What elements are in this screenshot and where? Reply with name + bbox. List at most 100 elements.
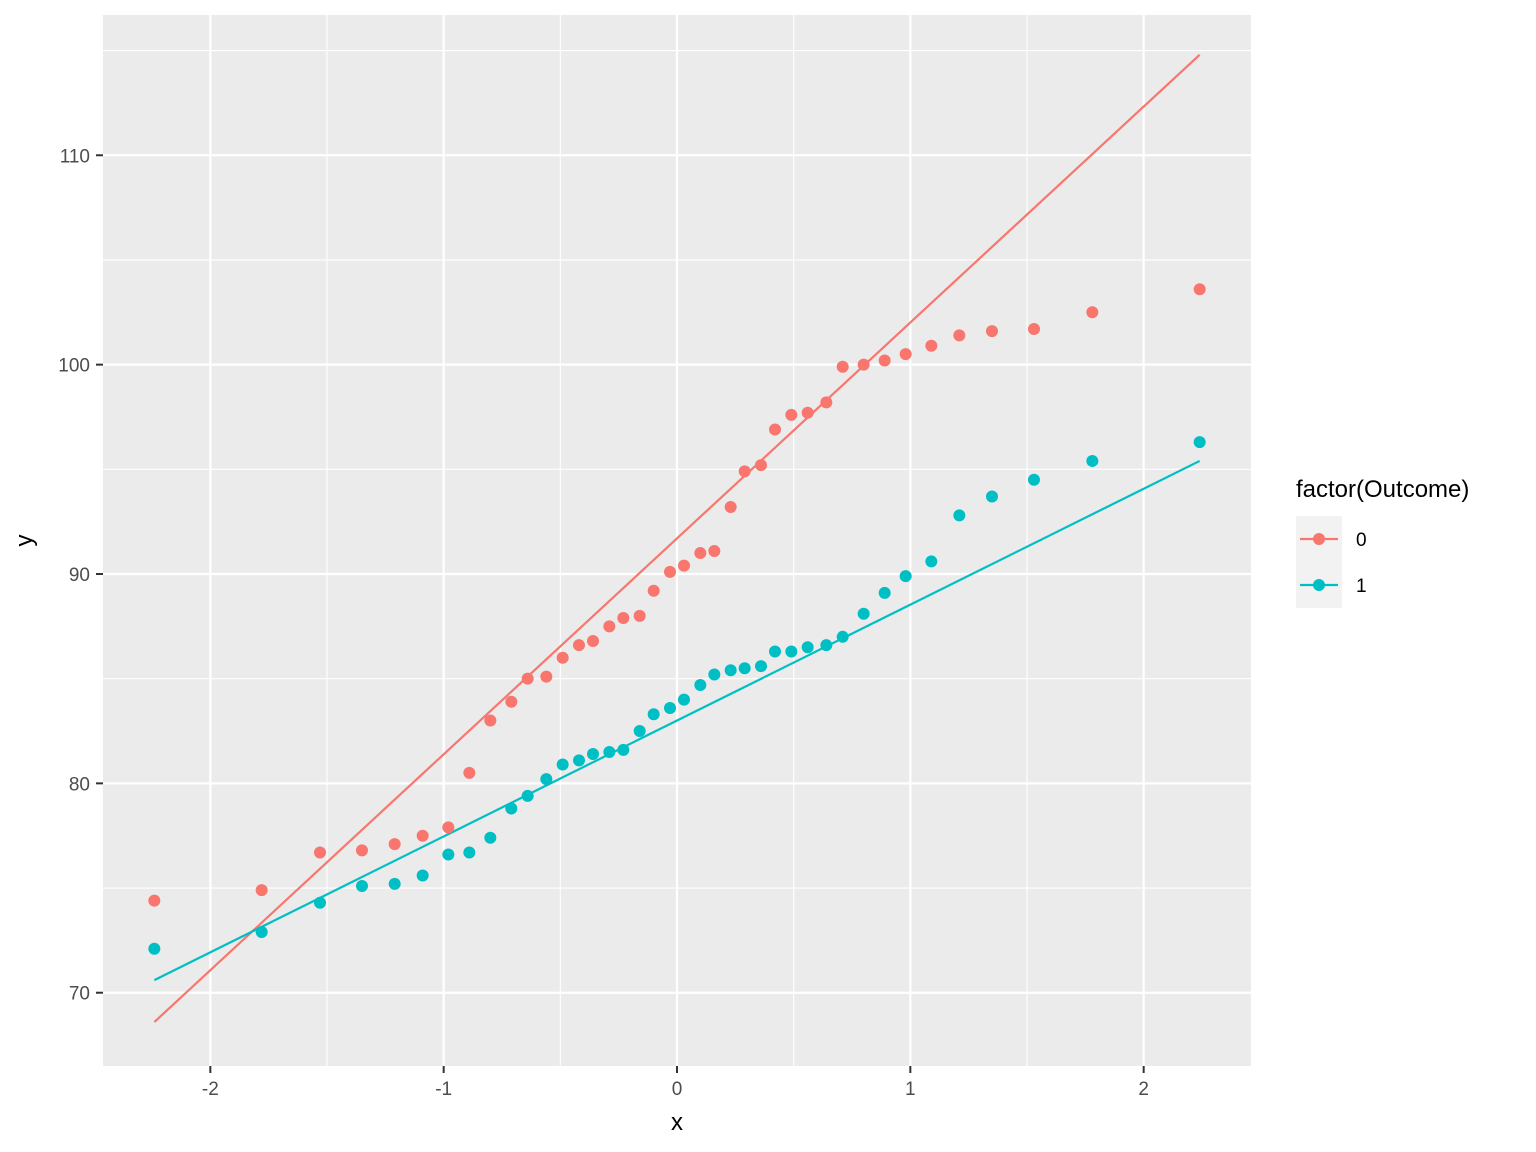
point-series-0 <box>925 339 938 352</box>
fit-line-series-0 <box>153 53 1201 1023</box>
point-series-0 <box>463 766 476 779</box>
point-series-0 <box>442 821 455 834</box>
legend: factor(Outcome) 01 <box>1296 476 1469 608</box>
point-series-1 <box>678 693 690 706</box>
point-series-1 <box>255 926 268 939</box>
point-series-0 <box>540 670 553 683</box>
point-series-0 <box>678 559 690 572</box>
point-series-0 <box>148 894 161 907</box>
x-tick-label: 1 <box>905 1079 916 1100</box>
point-series-1 <box>587 748 599 761</box>
legend-key-point-0 <box>1313 533 1325 545</box>
point-series-1 <box>556 758 569 771</box>
point-series-0 <box>633 609 646 622</box>
point-series-1 <box>986 490 998 503</box>
point-series-0 <box>769 423 781 436</box>
point-series-0 <box>694 547 707 560</box>
point-series-1 <box>540 773 553 786</box>
point-series-0 <box>356 844 368 857</box>
point-series-0 <box>857 358 870 371</box>
point-series-1 <box>603 745 616 758</box>
point-series-0 <box>755 459 767 472</box>
legend-entries: 01 <box>1296 516 1367 608</box>
point-series-0 <box>878 354 891 367</box>
x-tick-label: 2 <box>1138 1079 1149 1100</box>
point-series-1 <box>484 831 497 844</box>
y-tick-label: 90 <box>69 565 90 586</box>
point-series-1 <box>1028 473 1040 486</box>
point-series-0 <box>521 672 534 685</box>
point-series-1 <box>647 708 660 721</box>
point-series-0 <box>1028 323 1040 336</box>
point-series-1 <box>521 789 534 802</box>
point-series-1 <box>388 877 401 890</box>
data-points <box>148 283 1206 955</box>
y-tick-label: 80 <box>69 774 90 795</box>
point-series-0 <box>820 396 833 409</box>
point-series-1 <box>505 802 518 815</box>
point-series-0 <box>505 695 518 708</box>
point-series-1 <box>314 896 326 909</box>
legend-label-1: 1 <box>1356 576 1367 597</box>
fit-line-series-1 <box>153 459 1201 982</box>
point-series-1 <box>1193 436 1206 449</box>
point-series-1 <box>857 607 870 620</box>
y-tick-label: 70 <box>69 984 90 1005</box>
point-series-1 <box>769 645 781 658</box>
point-series-1 <box>633 725 646 738</box>
point-series-1 <box>708 668 721 681</box>
legend-label-0: 0 <box>1356 530 1367 551</box>
x-tick-label: -2 <box>202 1079 219 1100</box>
point-series-0 <box>556 651 569 664</box>
point-series-0 <box>836 360 849 373</box>
point-series-1 <box>356 879 368 892</box>
major-grid <box>103 15 1251 1066</box>
point-series-1 <box>953 509 966 522</box>
point-series-0 <box>785 408 798 421</box>
x-axis: -2 -1 0 1 2 <box>202 1066 1149 1100</box>
legend-title: factor(Outcome) <box>1296 476 1469 503</box>
point-series-1 <box>820 639 833 652</box>
legend-key-point-1 <box>1313 579 1325 591</box>
y-axis: 70 80 90 100 110 <box>58 146 103 1005</box>
point-series-0 <box>1086 306 1099 319</box>
point-series-1 <box>755 660 767 673</box>
y-tick-label: 100 <box>58 356 90 377</box>
point-series-0 <box>738 465 751 478</box>
point-series-1 <box>148 942 161 955</box>
point-series-0 <box>388 838 401 851</box>
point-series-1 <box>925 555 938 568</box>
point-series-1 <box>442 848 455 861</box>
point-series-0 <box>573 639 585 652</box>
point-series-1 <box>416 869 429 882</box>
point-series-1 <box>573 754 585 767</box>
point-series-1 <box>724 664 737 677</box>
point-series-0 <box>416 829 429 842</box>
point-series-0 <box>603 620 616 633</box>
point-series-0 <box>1193 283 1206 296</box>
point-series-1 <box>1086 454 1099 467</box>
point-series-1 <box>463 846 476 859</box>
point-series-1 <box>899 570 912 583</box>
x-tick-label: -1 <box>435 1079 452 1100</box>
x-tick-label: 0 <box>672 1079 683 1100</box>
point-series-0 <box>617 611 630 624</box>
point-series-0 <box>664 565 676 578</box>
fit-lines <box>153 53 1201 1023</box>
point-series-0 <box>647 584 660 597</box>
point-series-0 <box>314 846 326 859</box>
point-series-1 <box>785 645 798 658</box>
point-series-1 <box>738 662 751 675</box>
point-series-0 <box>484 714 497 727</box>
point-series-0 <box>708 544 721 557</box>
point-series-0 <box>801 406 814 419</box>
point-series-1 <box>878 586 891 599</box>
point-series-0 <box>255 884 268 897</box>
y-axis-title: y <box>11 535 38 547</box>
point-series-1 <box>617 743 630 756</box>
point-series-0 <box>724 501 737 514</box>
point-series-1 <box>836 630 849 643</box>
y-tick-label: 110 <box>60 146 90 167</box>
point-series-1 <box>694 678 707 691</box>
